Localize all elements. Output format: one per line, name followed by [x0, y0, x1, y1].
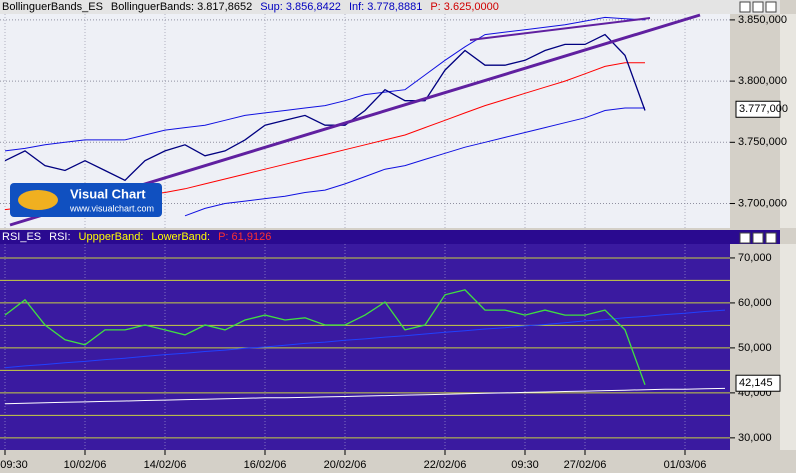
trend-line [469, 17, 651, 41]
logo: Visual Chart www.visualchart.com [10, 183, 162, 217]
x-tick-label: 14/02/06 [144, 459, 187, 471]
last-value-label: 42,145 [739, 377, 773, 389]
logo-icon [18, 190, 58, 210]
last-value-box [735, 100, 781, 118]
scrollbar[interactable] [780, 244, 796, 450]
header-text: P: 61,9126 [218, 231, 271, 243]
scrollbar[interactable] [780, 14, 796, 228]
bottom-plot [0, 230, 730, 450]
x-tick-label: 01/03/06 [664, 459, 707, 471]
header-text: P: 3.625,0000 [430, 1, 499, 13]
series-line [4, 33, 646, 182]
logo-title: Visual Chart [70, 186, 146, 201]
x-tick-label: 27/02/06 [564, 459, 607, 471]
header-text: BollinguerBands: 3.817,8652 [111, 1, 252, 13]
header-text: BollinguerBands_ES [2, 1, 103, 13]
y-tick-label: 30,000 [738, 432, 772, 444]
x-tick-label: 20/02/06 [324, 459, 367, 471]
series-line [184, 107, 645, 217]
close-button[interactable] [765, 232, 777, 244]
y-tick-label: 70,000 [738, 252, 772, 264]
series-line [4, 309, 726, 369]
y-tick-label: 3.750,000 [738, 136, 787, 148]
series-line [4, 16, 646, 152]
window-buttons [739, 1, 777, 244]
header-text: Sup: 3.856,8422 [260, 1, 341, 13]
x-tick-label: 10/02/06 [64, 459, 107, 471]
bottom-header [0, 230, 780, 244]
maximize-button[interactable] [752, 232, 764, 244]
x-tick-label: 09:30 [511, 459, 539, 471]
y-tick-label: 3.800,000 [738, 75, 787, 87]
x-tick-label: 16/02/06 [244, 459, 287, 471]
header-text: RSI: [49, 231, 70, 243]
minimize-button[interactable] [739, 232, 751, 244]
x-tick-label: 09:30 [0, 459, 28, 471]
x-tick-label: 22/02/06 [424, 459, 467, 471]
header-text: Inf: 3.778,8881 [349, 1, 422, 13]
top-header [0, 0, 780, 14]
y-tick-label: 50,000 [738, 342, 772, 354]
logo-url: www.visualchart.com [69, 203, 154, 213]
last-value-label: 3.777,000 [739, 103, 788, 115]
minimize-button[interactable] [739, 1, 751, 13]
close-button[interactable] [765, 1, 777, 13]
series-line [4, 387, 726, 405]
y-tick-label: 3.850,000 [738, 14, 787, 26]
series-line [4, 289, 646, 386]
y-tick-label: 60,000 [738, 297, 772, 309]
header-text: LowerBand: [151, 231, 210, 243]
header-text: UppperBand: [79, 231, 144, 243]
last-value-box [735, 374, 781, 392]
maximize-button[interactable] [752, 1, 764, 13]
header-text: RSI_ES [2, 231, 41, 243]
y-tick-label: 3.700,000 [738, 197, 787, 209]
